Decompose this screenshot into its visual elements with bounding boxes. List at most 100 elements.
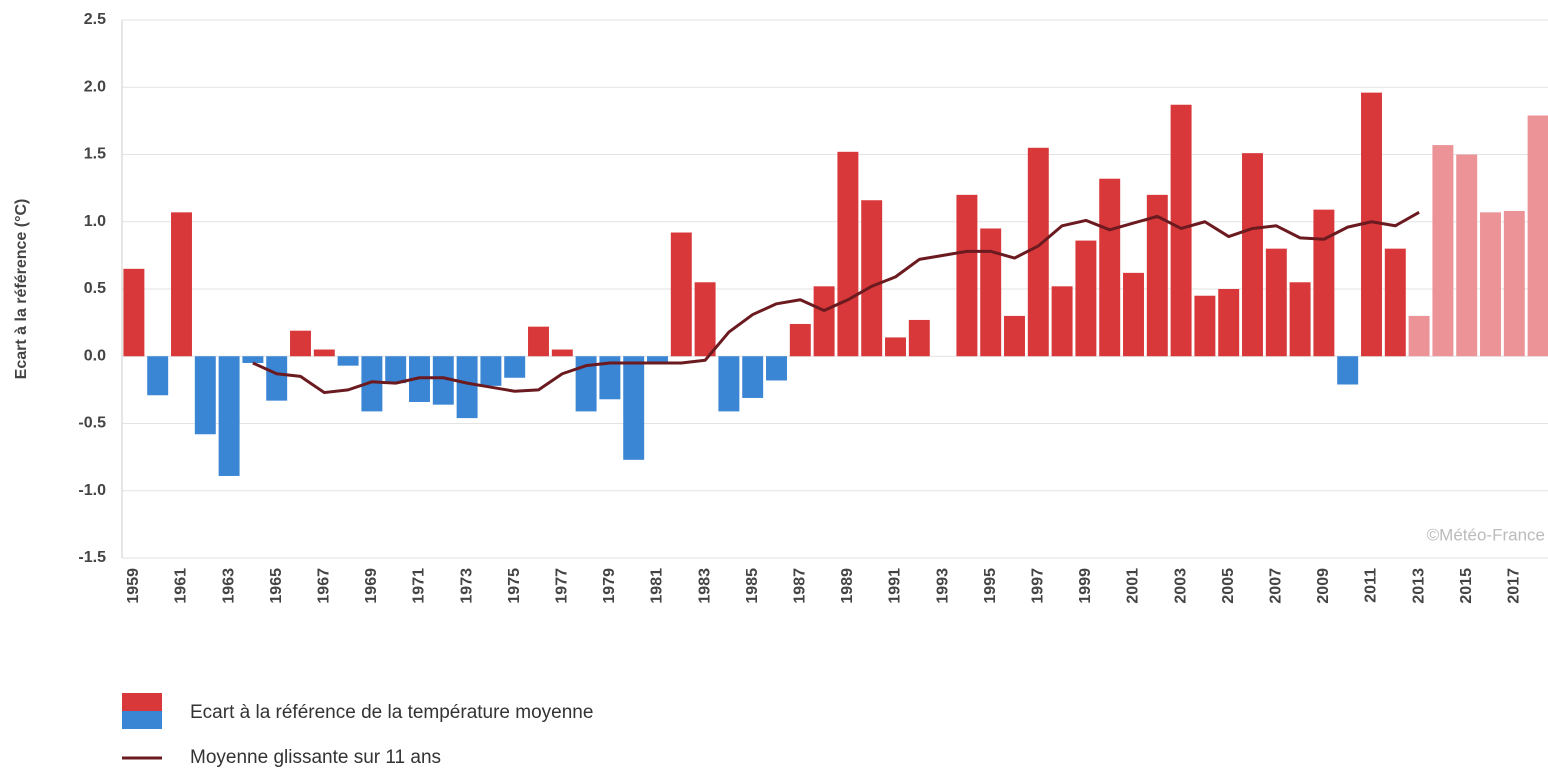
bar: [1384, 248, 1406, 357]
bar: [1313, 209, 1335, 357]
y-tick-label: 1.5: [84, 146, 106, 163]
bar: [432, 356, 454, 405]
bar: [147, 356, 169, 396]
y-tick-label: 2.5: [84, 11, 106, 28]
bar: [1194, 295, 1216, 357]
x-tick-label: 1963: [220, 568, 237, 604]
x-tick-label: 1985: [744, 568, 761, 604]
bar: [813, 286, 835, 357]
bar: [670, 232, 692, 357]
bar: [837, 151, 859, 357]
x-tick-label: 2009: [1315, 568, 1332, 604]
y-tick-label: 0.5: [84, 280, 106, 297]
y-tick-label: 1.0: [84, 213, 106, 230]
bar: [1361, 92, 1382, 357]
bar: [1337, 356, 1359, 385]
bar: [218, 356, 240, 476]
bar: [504, 356, 526, 378]
bar: [1408, 315, 1430, 357]
x-tick-label: 1959: [125, 568, 142, 604]
bar: [1004, 315, 1025, 357]
bar: [623, 356, 645, 460]
x-tick-label: 1995: [982, 568, 999, 604]
x-tick-label: 1981: [649, 568, 666, 604]
bar: [766, 356, 787, 381]
legend-label: Moyenne glissante sur 11 ans: [190, 747, 441, 768]
x-tick-label: 2013: [1410, 568, 1427, 604]
x-tick-label: 1969: [363, 568, 380, 604]
bar: [361, 356, 383, 412]
bar: [1480, 212, 1501, 357]
x-tick-label: 1965: [268, 568, 285, 604]
bar: [1242, 153, 1263, 357]
bar: [385, 356, 407, 384]
bar: [1265, 248, 1287, 357]
legend-label: Ecart à la référence de la température m…: [190, 702, 593, 723]
legend-swatch-bottom: [122, 711, 162, 729]
bar: [528, 326, 549, 357]
y-tick-label: 2.0: [84, 78, 106, 95]
x-tick-label: 2011: [1363, 568, 1380, 603]
bar: [575, 356, 597, 412]
bar: [1456, 154, 1478, 357]
bar: [266, 356, 288, 401]
bar: [1218, 289, 1240, 357]
x-tick-label: 1983: [696, 568, 713, 604]
x-tick-label: 1979: [601, 568, 618, 604]
watermark: ©Météo-France: [1427, 525, 1545, 544]
x-tick-label: 2001: [1125, 568, 1142, 604]
x-tick-label: 2017: [1506, 568, 1523, 604]
bar: [1027, 147, 1049, 357]
legend: Ecart à la référence de la température m…: [122, 693, 593, 768]
x-tick-label: 1987: [792, 568, 809, 604]
bar: [123, 268, 145, 357]
x-tick-label: 2005: [1220, 568, 1237, 604]
legend-swatch-top: [122, 693, 162, 711]
bar: [1432, 145, 1454, 357]
bar: [742, 356, 764, 398]
x-tick-label: 1967: [316, 568, 333, 604]
x-tick-label: 1989: [839, 568, 856, 604]
x-tick-label: 1961: [173, 568, 190, 604]
y-tick-label: -1.0: [78, 482, 106, 499]
x-tick-label: 1971: [411, 568, 428, 604]
bar: [456, 356, 478, 419]
bar: [694, 282, 716, 357]
bar: [313, 349, 335, 357]
bar: [980, 228, 1002, 357]
bar: [1099, 178, 1121, 357]
y-tick-label: -1.5: [78, 549, 106, 566]
bar: [861, 200, 883, 357]
x-tick-label: 1993: [934, 568, 951, 604]
bar: [1123, 272, 1144, 357]
bar: [647, 356, 668, 362]
x-tick-label: 1973: [458, 568, 475, 604]
bar: [1289, 282, 1311, 357]
x-tick-label: 2015: [1458, 568, 1475, 604]
bar: [885, 337, 906, 357]
x-tick-label: 2007: [1268, 568, 1285, 604]
bar: [1075, 240, 1097, 357]
bar: [242, 356, 264, 363]
bar: [599, 356, 621, 400]
x-tick-label: 1997: [1030, 568, 1047, 604]
x-tick-label: 1991: [887, 568, 904, 604]
x-tick-label: 1999: [1077, 568, 1094, 604]
bar: [194, 356, 216, 435]
x-tick-label: 2003: [1172, 568, 1189, 604]
bar: [956, 194, 978, 357]
x-tick-label: 1975: [506, 568, 523, 604]
y-tick-label: 0.0: [84, 347, 106, 364]
y-axis-label: Ecart à la référence (°C): [13, 199, 30, 380]
bar: [171, 212, 192, 357]
bar: [1170, 104, 1192, 357]
bar: [1503, 210, 1525, 357]
bar: [480, 356, 502, 386]
x-tick-label: 1977: [554, 568, 571, 604]
y-tick-label: -0.5: [78, 415, 106, 432]
bar: [789, 323, 811, 357]
moving-average-line: [252, 211, 1420, 395]
bar: [1051, 286, 1073, 357]
bar: [718, 356, 740, 412]
